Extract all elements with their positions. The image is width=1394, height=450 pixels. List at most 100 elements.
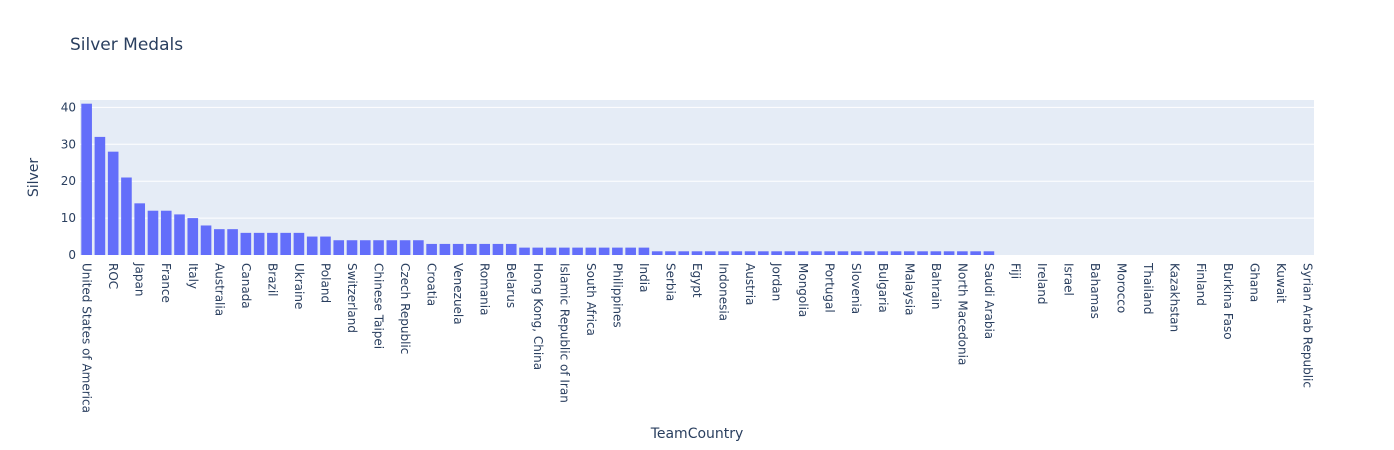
bar	[731, 251, 742, 255]
y-tick-label: 10	[61, 211, 76, 225]
bar	[506, 244, 517, 255]
bar	[134, 203, 145, 255]
plot-area	[80, 100, 1314, 255]
bar	[373, 240, 384, 255]
x-tick-label: Chinese Taipei	[372, 263, 386, 349]
x-tick-label: Bulgaria	[876, 263, 890, 313]
y-tick-label: 0	[68, 248, 76, 262]
bar	[745, 251, 756, 255]
bar	[95, 137, 106, 255]
x-tick-label: South Africa	[584, 263, 598, 336]
x-tick-label: Bahamas	[1088, 263, 1102, 319]
bar	[917, 251, 928, 255]
bar	[824, 251, 835, 255]
bar	[214, 229, 225, 255]
bar	[612, 248, 623, 255]
bar	[838, 251, 849, 255]
chart-title: Silver Medals	[70, 35, 183, 55]
bar	[479, 244, 490, 255]
bar	[81, 104, 92, 255]
bar	[771, 251, 782, 255]
bar	[625, 248, 636, 255]
bar	[227, 229, 238, 255]
y-tick-label: 30	[61, 137, 76, 151]
x-tick-label: Malaysia	[902, 263, 916, 315]
x-tick-label: Israel	[1062, 263, 1076, 296]
x-tick-label: Venezuela	[451, 263, 465, 325]
bar	[347, 240, 358, 255]
x-tick-label: Egypt	[690, 263, 704, 298]
x-tick-label: Saudi Arabia	[982, 263, 996, 339]
bar	[413, 240, 424, 255]
bar	[280, 233, 291, 255]
x-tick-label: Jordan	[770, 262, 784, 301]
bar	[678, 251, 689, 255]
x-tick-label: Croatia	[425, 263, 439, 306]
x-tick-label: Syrian Arab Republic	[1300, 263, 1314, 388]
bar	[440, 244, 451, 255]
bar	[957, 251, 968, 255]
bar	[904, 251, 915, 255]
bar	[108, 152, 119, 255]
x-tick-label: Portugal	[823, 263, 837, 313]
x-tick-label: Brazil	[265, 263, 279, 297]
bar	[984, 251, 995, 255]
x-tick-label: Mongolia	[796, 263, 810, 317]
x-axis-title: TeamCountry	[650, 426, 744, 442]
bar	[400, 240, 411, 255]
bar	[586, 248, 597, 255]
bar	[466, 244, 477, 255]
x-tick-label: Burkina Faso	[1221, 263, 1235, 340]
bar	[851, 251, 862, 255]
x-tick-label: Bahrain	[929, 263, 943, 309]
y-tick-label: 20	[61, 174, 76, 188]
x-tick-label: Thailand	[1141, 262, 1155, 315]
x-tick-label: Serbia	[663, 263, 677, 301]
bar	[718, 251, 729, 255]
bar	[599, 248, 610, 255]
bar	[267, 233, 278, 255]
x-tick-label: Ukraine	[292, 263, 306, 309]
x-tick-label: Slovenia	[849, 263, 863, 314]
bar	[970, 251, 981, 255]
x-tick-label: Hong Kong, China	[531, 263, 545, 370]
bar	[493, 244, 504, 255]
bar	[532, 248, 543, 255]
bar	[559, 248, 570, 255]
bar	[811, 251, 822, 255]
bar	[944, 251, 955, 255]
y-tick-label: 40	[61, 100, 76, 114]
x-tick-label: ROC	[106, 263, 120, 289]
bar	[877, 251, 888, 255]
bar	[864, 251, 875, 255]
x-tick-label: Japan	[133, 262, 147, 296]
x-tick-label: Australia	[212, 263, 226, 316]
x-tick-label: Morocco	[1115, 263, 1129, 313]
bar	[519, 248, 530, 255]
bar	[187, 218, 198, 255]
bar	[360, 240, 371, 255]
x-tick-label: Romania	[478, 263, 492, 315]
x-tick-label: France	[159, 263, 173, 303]
x-tick-label: Kazakhstan	[1168, 263, 1182, 332]
x-tick-label: Islamic Republic of Iran	[557, 263, 571, 403]
x-tick-label: India	[637, 263, 651, 292]
bar	[798, 251, 809, 255]
x-tick-label: Italy	[186, 263, 200, 289]
x-tick-label: Canada	[239, 263, 253, 309]
bar	[426, 244, 437, 255]
bar	[665, 251, 676, 255]
bar	[307, 237, 318, 255]
bar	[121, 178, 132, 256]
bar	[453, 244, 464, 255]
x-tick-label: Poland	[318, 263, 332, 303]
bar	[692, 251, 703, 255]
bar	[705, 251, 716, 255]
bar	[254, 233, 265, 255]
bar	[148, 211, 159, 255]
bar	[652, 251, 663, 255]
bar	[758, 251, 769, 255]
bar	[174, 214, 185, 255]
x-tick-label: Finland	[1194, 263, 1208, 306]
